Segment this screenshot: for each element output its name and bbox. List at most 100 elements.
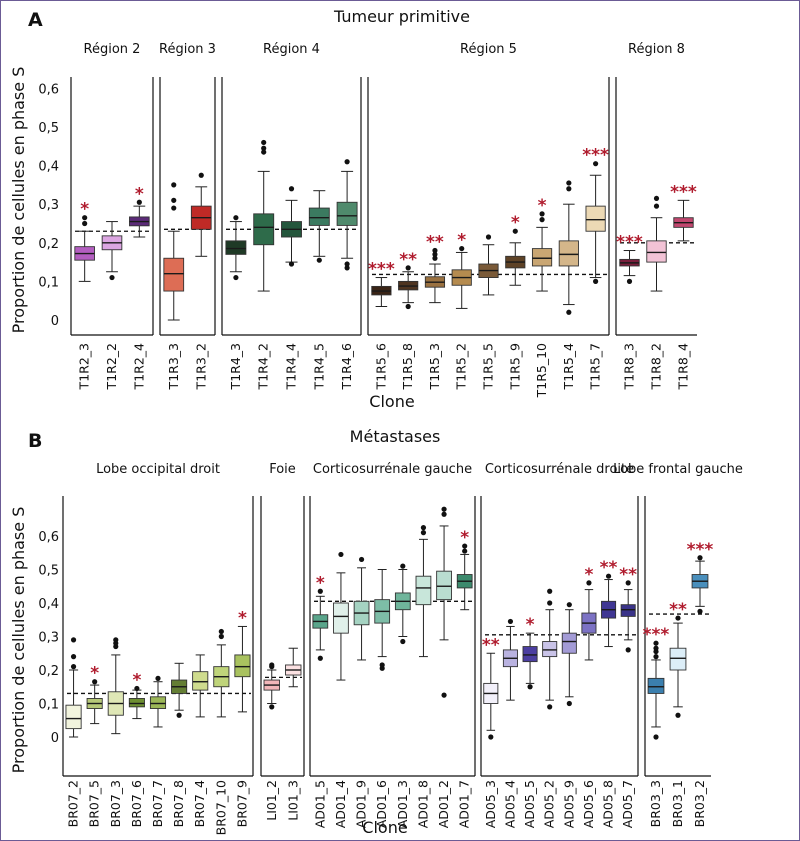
outlier-point xyxy=(218,628,224,635)
y-tick-label: 0,3 xyxy=(38,631,59,646)
outlier-point xyxy=(462,543,468,549)
outlier-point xyxy=(586,580,592,586)
box-ad05-2: AD05_2 xyxy=(542,588,558,828)
outlier-point xyxy=(82,215,88,221)
outlier-point xyxy=(155,675,161,681)
box-body xyxy=(669,647,687,671)
panel-title: Tumeur primitive xyxy=(333,7,470,26)
clone-label: AD05_8 xyxy=(601,780,616,828)
box-ad01-2: AD01_2 xyxy=(436,506,452,828)
region-group: Foie LI01_2 LI01_3 xyxy=(260,462,305,821)
box-br07-10: BR07_10 xyxy=(213,628,230,835)
outlier-point xyxy=(653,640,659,646)
box-body xyxy=(163,257,185,292)
outlier-point xyxy=(269,704,275,710)
region-group: Région 3 T1R3_3 T1R3_2 xyxy=(159,42,216,390)
clone-label: BR07_6 xyxy=(129,780,144,827)
box-body xyxy=(149,696,167,709)
clone-label: T1R3_3 xyxy=(166,343,181,390)
box-ad01-3: AD01_3 xyxy=(395,563,411,828)
significance-stars: ** xyxy=(482,635,500,655)
outlier-point xyxy=(198,172,204,178)
region-label: Région 8 xyxy=(628,42,685,57)
clone-label: T1R2_3 xyxy=(77,343,92,390)
region-label: Corticosurrénale droite xyxy=(485,462,634,477)
outlier-point xyxy=(261,139,267,146)
panel-title: Métastases xyxy=(350,427,441,446)
significance-stars: * xyxy=(538,196,547,216)
clone-label: AD01_8 xyxy=(415,780,430,828)
outlier-point xyxy=(566,309,572,315)
outlier-point xyxy=(171,182,177,188)
panel-a: A Tumeur primitive 0 0,1 0,2 0,3 0,4 0,5 0,6 Prop… xyxy=(9,7,697,411)
outlier-point xyxy=(432,255,438,261)
significance-stars: *** xyxy=(670,182,697,202)
outlier-point xyxy=(70,637,77,643)
outlier-point xyxy=(218,633,224,640)
panel-letter: B xyxy=(28,430,42,452)
box-body xyxy=(333,602,349,634)
clone-label: LI01_3 xyxy=(285,780,300,821)
region-label: Lobe occipital droit xyxy=(96,462,220,477)
box-t1r2-3: * T1R2_3 xyxy=(74,200,95,390)
box-body xyxy=(647,677,665,694)
outlier-point xyxy=(625,647,631,653)
box-t1r5-8: ** T1R5_8 xyxy=(398,250,419,390)
box-body xyxy=(531,248,553,267)
outlier-point xyxy=(432,251,438,257)
clone-label: T1R5_2 xyxy=(454,343,469,390)
box-t1r5-3: ** T1R5_3 xyxy=(424,233,446,390)
clone-label: T1R5_5 xyxy=(481,343,496,390)
box-ad01-7: * AD01_7 xyxy=(457,528,473,828)
outlier-point xyxy=(134,685,140,692)
significance-stars: * xyxy=(584,565,593,585)
region-label: Région 4 xyxy=(263,42,320,57)
clone-label: T1R5_7 xyxy=(588,343,603,390)
outlier-point xyxy=(344,265,350,271)
clone-label: T1R5_4 xyxy=(561,343,576,390)
box-body xyxy=(336,201,358,226)
outlier-point xyxy=(317,655,323,661)
region-label: Région 5 xyxy=(460,42,517,57)
y-tick-label: 0 xyxy=(51,731,59,746)
box-body xyxy=(558,240,579,267)
y-tick-label: 0,2 xyxy=(38,237,59,252)
outlier-point xyxy=(593,278,599,284)
box-t1r5-10: * T1R5_10 xyxy=(531,196,553,398)
box-ad05-6: * AD05_6 xyxy=(581,565,597,828)
clone-label: AD01_4 xyxy=(333,780,348,828)
y-tick-label: 0 xyxy=(51,314,59,329)
box-br07-3: BR07_3 xyxy=(107,637,124,827)
outlier-point xyxy=(566,602,572,608)
outlier-point xyxy=(527,684,533,690)
y-tick-label: 0,6 xyxy=(38,530,59,545)
clone-label: BR07_10 xyxy=(213,780,228,835)
outlier-point xyxy=(547,600,553,606)
outlier-point xyxy=(400,638,406,645)
clone-label: T1R4_3 xyxy=(228,343,243,390)
box-br07-2: BR07_2 xyxy=(65,637,82,827)
box-t1r4-5: T1R4_5 xyxy=(308,190,330,390)
clone-label: T1R4_5 xyxy=(311,343,326,390)
box-ad01-9: AD01_9 xyxy=(354,556,370,828)
region-group: Lobe frontal gauche *** BR03_3 ** BR03_1 *** B… xyxy=(613,462,743,827)
outlier-point xyxy=(441,692,447,698)
clone-label: T1R3_2 xyxy=(193,343,208,390)
y-axis-label: Proportion de cellules en phase S xyxy=(9,67,28,334)
outlier-point xyxy=(507,618,514,625)
box-br03-1: ** BR03_1 xyxy=(669,600,687,827)
box-body xyxy=(65,704,82,730)
box-t1r4-2: T1R4_2 xyxy=(253,139,275,390)
outlier-point xyxy=(653,195,660,202)
box-br07-7: BR07_7 xyxy=(149,675,167,827)
significance-stars: *** xyxy=(368,260,395,280)
significance-stars: ** xyxy=(619,565,637,585)
clone-label: T1R4_2 xyxy=(256,343,271,390)
box-body xyxy=(415,575,432,606)
box-br07-8: BR07_8 xyxy=(171,662,188,827)
outlier-point xyxy=(547,588,553,594)
box-t1r5-9: * T1R5_9 xyxy=(505,213,526,390)
outlier-point xyxy=(288,261,295,267)
outlier-point xyxy=(547,704,553,710)
outlier-point xyxy=(462,548,468,554)
